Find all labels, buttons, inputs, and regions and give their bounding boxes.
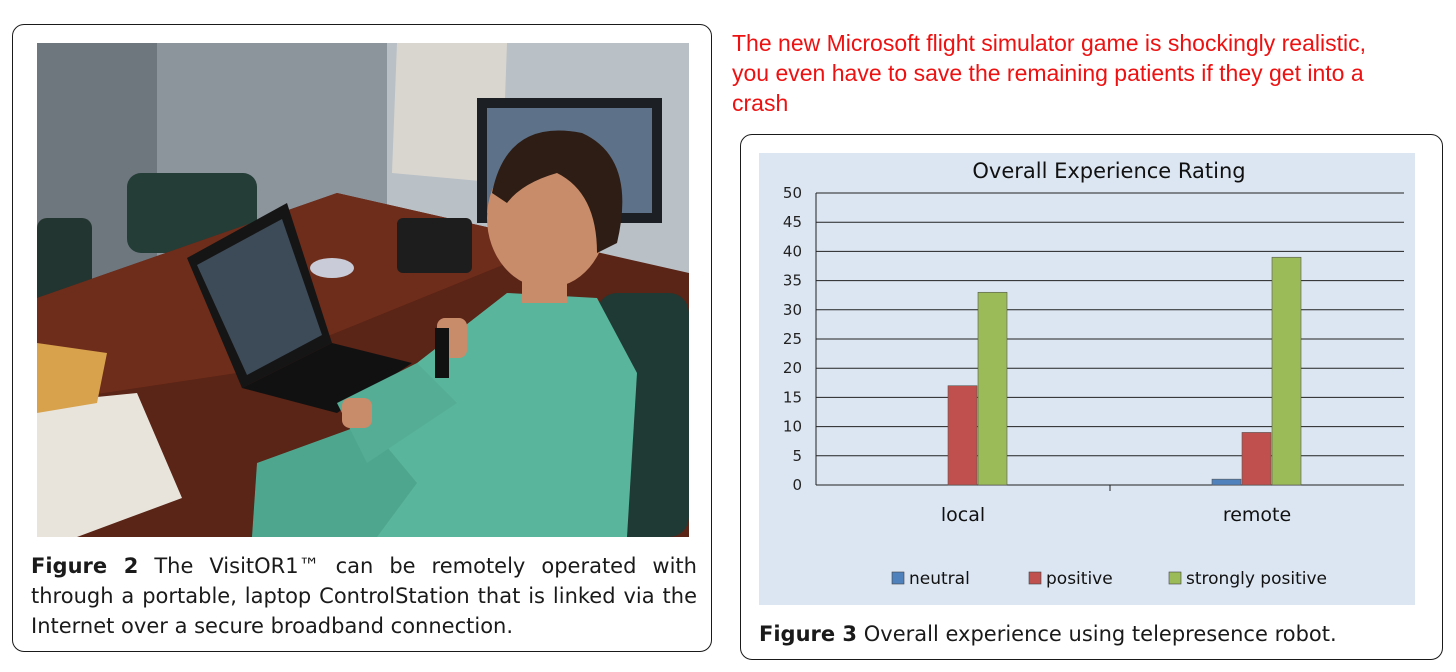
figure-2-caption: Figure 2 The VisitOR1™ can be remotely o… bbox=[31, 551, 697, 641]
y-tick-label: 35 bbox=[783, 272, 802, 290]
category-label: local bbox=[941, 504, 985, 526]
bar-positive-local bbox=[947, 385, 978, 486]
meme-caption: The new Microsoft flight simulator game … bbox=[732, 30, 1367, 116]
figure-2-label: Figure 2 bbox=[31, 554, 139, 578]
legend-label-strongly-positive: strongly positive bbox=[1186, 569, 1327, 589]
legend-label-neutral: neutral bbox=[909, 569, 970, 589]
y-tick-label: 30 bbox=[783, 301, 802, 319]
legend-swatch-positive bbox=[1028, 571, 1042, 585]
figure-3-panel: Overall Experience Rating 0 5 10 15 20 25 30 35 4… bbox=[740, 134, 1443, 660]
bar-positive-remote bbox=[1241, 432, 1272, 486]
experience-rating-chart: Overall Experience Rating 0 5 10 15 20 25 30 35 4… bbox=[759, 153, 1415, 605]
chart-title: Overall Experience Rating bbox=[972, 159, 1245, 183]
figure-2-panel: Figure 2 The VisitOR1™ can be remotely o… bbox=[12, 24, 712, 652]
y-tick-label: 45 bbox=[783, 213, 802, 231]
legend-swatch-strongly-positive bbox=[1168, 571, 1182, 585]
surgeon-laptop-photo bbox=[37, 43, 689, 537]
legend-swatch-neutral bbox=[891, 571, 905, 585]
y-tick-label: 0 bbox=[792, 476, 802, 494]
y-tick-label: 25 bbox=[783, 330, 802, 348]
y-tick-label: 15 bbox=[783, 388, 802, 406]
category-label: remote bbox=[1223, 504, 1291, 526]
photo-illustration bbox=[37, 43, 689, 537]
y-tick-label: 20 bbox=[783, 359, 802, 377]
bar-neutral-remote bbox=[1211, 478, 1242, 486]
figure-3-caption: Figure 3 Overall experience using telepr… bbox=[759, 619, 1419, 649]
figure-3-caption-text: Overall experience using telepresence ro… bbox=[857, 622, 1337, 646]
figure-3-label: Figure 3 bbox=[759, 622, 858, 646]
legend-label-positive: positive bbox=[1046, 569, 1113, 589]
chart-svg: Overall Experience Rating 0 5 10 15 20 25 30 35 4… bbox=[783, 159, 1404, 589]
y-tick-label: 40 bbox=[783, 242, 802, 260]
bar-strongly-positive-local bbox=[977, 291, 1008, 486]
y-tick-label: 10 bbox=[783, 418, 802, 436]
bar-strongly-positive-remote bbox=[1271, 256, 1302, 486]
y-tick-label: 50 bbox=[783, 184, 802, 202]
y-tick-label: 5 bbox=[792, 447, 802, 465]
figure-2-caption-text: The VisitOR1™ can be remotely operated w… bbox=[31, 554, 697, 638]
